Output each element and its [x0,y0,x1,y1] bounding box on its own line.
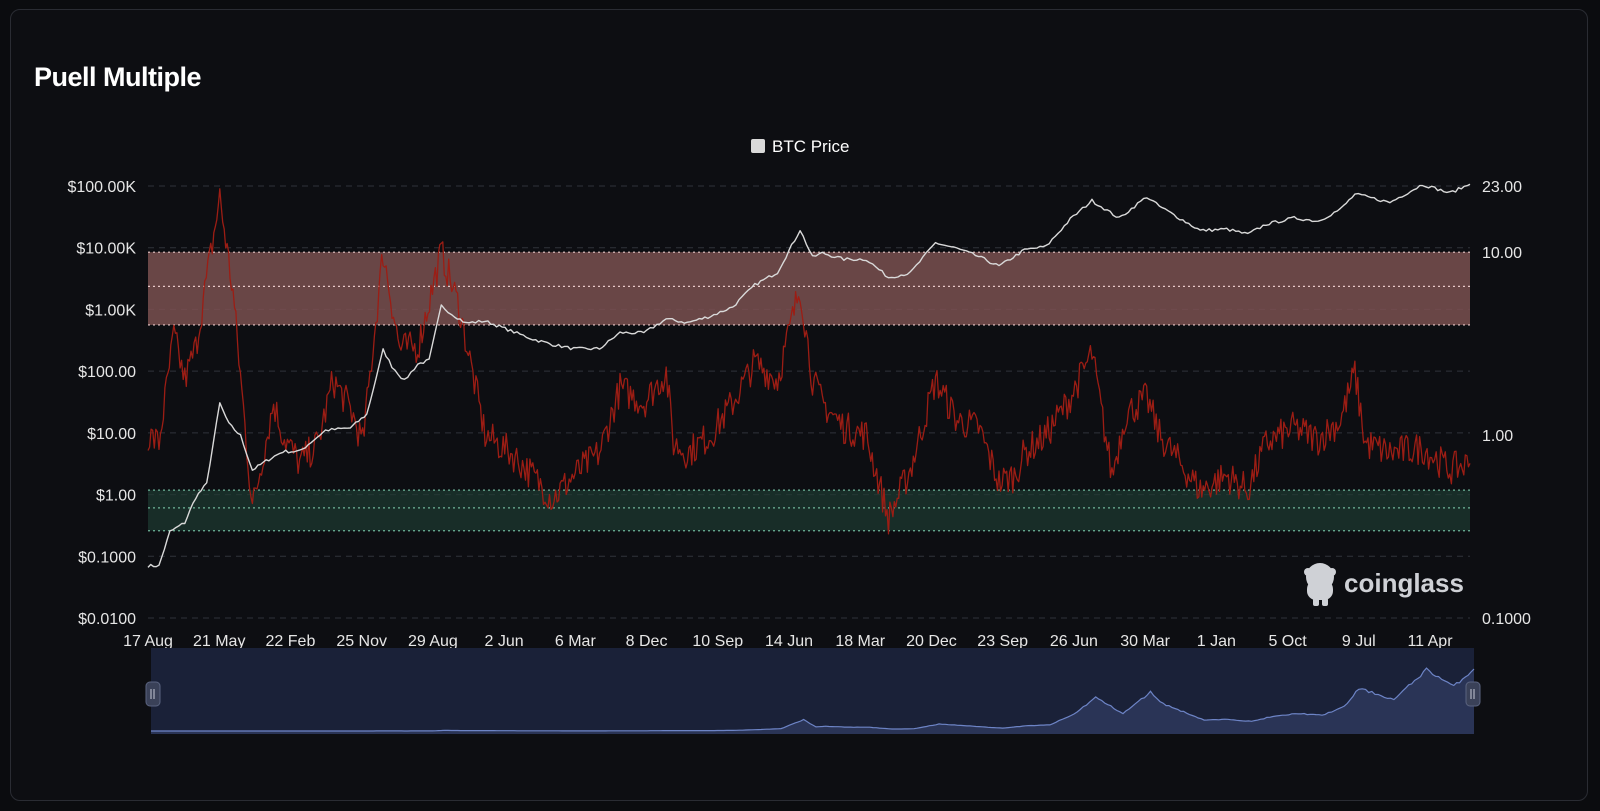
y-left-tick-label: $1.00 [96,488,136,505]
x-tick-label: 1 Jan [1197,633,1236,650]
x-tick-label: 29 Aug [408,633,458,650]
x-tick-label: 11 Apr [1407,633,1453,650]
x-tick-label: 6 Mar [555,633,597,650]
overvalued-zone-band [148,252,1470,325]
x-axis: 17 Aug 21 May 22 Feb 25 Nov 29 Aug 2 Jun 6 Mar… [123,633,1453,650]
x-tick-label: 25 Nov [336,633,387,650]
navigator-line [151,667,1475,732]
x-tick-label: 8 Dec [626,633,668,650]
legend[interactable]: BTC Price [751,137,849,156]
x-tick-label: 5 Oct [1268,633,1307,650]
btc-price-line [147,183,1471,568]
y-right-tick-label: 23.00 [1482,179,1522,196]
x-tick-label: 21 May [193,633,245,650]
series-layer [147,183,1471,568]
y-axis-left: $100.00K $10.00K $1.00K $100.00 $10.00 $1.00 $… [67,179,136,628]
x-tick-label: 18 Mar [835,633,885,650]
legend-swatch-btc-price[interactable] [751,139,765,153]
y-axis-right: 23.00 10.00 1.00 0.1000 [1482,179,1531,628]
legend-label-btc-price[interactable]: BTC Price [772,137,849,156]
range-navigator[interactable] [145,648,1481,734]
y-left-tick-label: $10.00K [76,241,136,258]
page-title: Puell Multiple [34,62,202,92]
y-left-tick-label: $1.00K [85,302,136,319]
navigator-handle-left[interactable] [145,681,161,707]
puell-multiple-line [147,188,1471,535]
x-tick-label: 30 Mar [1120,633,1170,650]
y-left-tick-label: $100.00 [78,364,136,381]
y-left-tick-label: $0.0100 [78,611,136,628]
x-tick-label: 9 Jul [1342,633,1376,650]
x-tick-label: 26 Jun [1050,633,1098,650]
navigator-track[interactable] [151,648,1474,734]
coinglass-logo: coinglass [1304,563,1464,606]
coinglass-mascot-icon [1304,563,1336,606]
x-tick-label: 23 Sep [977,633,1028,650]
navigator-handle-right[interactable] [1465,681,1481,707]
y-left-tick-label: $10.00 [87,426,136,443]
y-left-tick-label: $100.00K [67,179,136,196]
x-tick-label: 10 Sep [692,633,743,650]
undervalued-zone-band [148,490,1470,531]
watermark-text: coinglass [1344,568,1464,598]
x-tick-label: 14 Jun [765,633,813,650]
x-tick-label: 22 Feb [266,633,316,650]
zone-bands [148,251,1470,532]
navigator-area [151,668,1474,734]
y-left-tick-label: $0.1000 [78,549,136,566]
y-right-tick-label: 0.1000 [1482,611,1531,628]
y-right-tick-label: 10.00 [1482,245,1522,262]
x-tick-label: 2 Jun [485,633,524,650]
y-right-tick-label: 1.00 [1482,428,1513,445]
x-tick-label: 17 Aug [123,633,173,650]
x-tick-label: 20 Dec [906,633,957,650]
